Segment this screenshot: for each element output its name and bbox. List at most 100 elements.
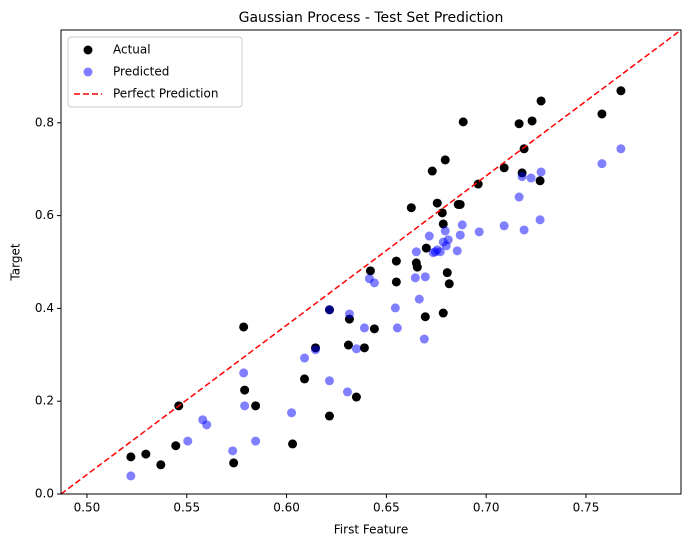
point bbox=[228, 446, 238, 456]
point bbox=[455, 230, 465, 240]
point bbox=[442, 268, 452, 278]
point bbox=[171, 441, 181, 451]
point bbox=[240, 385, 250, 395]
point bbox=[300, 353, 310, 363]
point bbox=[351, 344, 361, 354]
point bbox=[287, 408, 297, 418]
point bbox=[474, 227, 484, 237]
point bbox=[420, 312, 430, 322]
point bbox=[324, 411, 334, 421]
point bbox=[444, 279, 454, 289]
point bbox=[517, 172, 527, 182]
point bbox=[536, 167, 546, 177]
point bbox=[239, 368, 249, 378]
point bbox=[514, 119, 524, 129]
point bbox=[535, 215, 545, 225]
point bbox=[288, 439, 298, 449]
point bbox=[391, 256, 401, 266]
point bbox=[455, 199, 465, 209]
point bbox=[324, 376, 334, 386]
point bbox=[437, 208, 447, 218]
point bbox=[527, 116, 537, 126]
y-tick-label: 0.4 bbox=[35, 301, 54, 315]
point bbox=[473, 179, 483, 189]
y-axis-label: Target bbox=[9, 243, 23, 281]
point bbox=[411, 247, 421, 257]
point bbox=[156, 460, 166, 470]
point bbox=[202, 420, 212, 430]
point bbox=[616, 144, 626, 154]
legend-swatch bbox=[83, 45, 93, 55]
x-tick-label: 0.55 bbox=[173, 501, 200, 515]
point bbox=[414, 294, 424, 304]
point bbox=[440, 155, 450, 165]
point bbox=[126, 452, 136, 462]
point bbox=[432, 198, 442, 208]
point bbox=[183, 436, 193, 446]
y-tick-label: 0.6 bbox=[35, 208, 54, 222]
point bbox=[597, 109, 607, 119]
point bbox=[141, 449, 151, 459]
point bbox=[435, 247, 445, 257]
x-tick-label: 0.50 bbox=[74, 501, 101, 515]
x-tick-label: 0.60 bbox=[273, 501, 300, 515]
chart-title: Gaussian Process - Test Set Prediction bbox=[239, 10, 504, 26]
point bbox=[420, 272, 430, 282]
point bbox=[499, 221, 509, 231]
legend-label: Actual bbox=[113, 43, 151, 57]
point bbox=[369, 324, 379, 334]
point bbox=[440, 226, 450, 236]
point bbox=[424, 231, 434, 241]
point bbox=[369, 278, 379, 288]
point bbox=[229, 458, 239, 468]
point bbox=[392, 323, 402, 333]
point bbox=[126, 471, 136, 481]
plot-area bbox=[61, 30, 681, 494]
point bbox=[391, 277, 401, 287]
reference-line bbox=[61, 30, 681, 494]
point bbox=[359, 323, 369, 333]
y-tick-label: 0.8 bbox=[35, 115, 54, 129]
legend-label: Perfect Prediction bbox=[113, 87, 218, 101]
point bbox=[300, 374, 310, 384]
point bbox=[342, 387, 352, 397]
point bbox=[438, 308, 448, 318]
point bbox=[311, 345, 321, 355]
point bbox=[239, 322, 249, 332]
point bbox=[438, 219, 448, 229]
point bbox=[421, 243, 431, 253]
point bbox=[535, 176, 545, 186]
point bbox=[412, 262, 422, 272]
point bbox=[251, 436, 261, 446]
legend-label: Predicted bbox=[113, 65, 169, 79]
point bbox=[452, 246, 462, 256]
point bbox=[410, 273, 420, 283]
plot-frame bbox=[60, 29, 682, 495]
point bbox=[536, 96, 546, 106]
point bbox=[457, 220, 467, 230]
x-tick-label: 0.75 bbox=[573, 501, 600, 515]
point bbox=[359, 343, 369, 353]
point bbox=[419, 334, 429, 344]
point bbox=[616, 86, 626, 96]
y-tick-label: 0.2 bbox=[35, 394, 54, 408]
point bbox=[343, 340, 353, 350]
point bbox=[427, 166, 437, 176]
legend-swatch bbox=[83, 67, 93, 77]
point bbox=[519, 225, 529, 235]
point bbox=[458, 117, 468, 127]
point bbox=[344, 309, 354, 319]
x-tick-label: 0.70 bbox=[473, 501, 500, 515]
x-axis-label: First Feature bbox=[334, 523, 408, 537]
point bbox=[351, 392, 361, 402]
point bbox=[597, 159, 607, 169]
point bbox=[406, 203, 416, 213]
y-tick-label: 0.0 bbox=[35, 487, 54, 501]
x-tick-label: 0.65 bbox=[373, 501, 400, 515]
point bbox=[499, 163, 509, 173]
point bbox=[390, 303, 400, 313]
point bbox=[324, 305, 334, 315]
point bbox=[519, 144, 529, 154]
point bbox=[443, 235, 453, 245]
